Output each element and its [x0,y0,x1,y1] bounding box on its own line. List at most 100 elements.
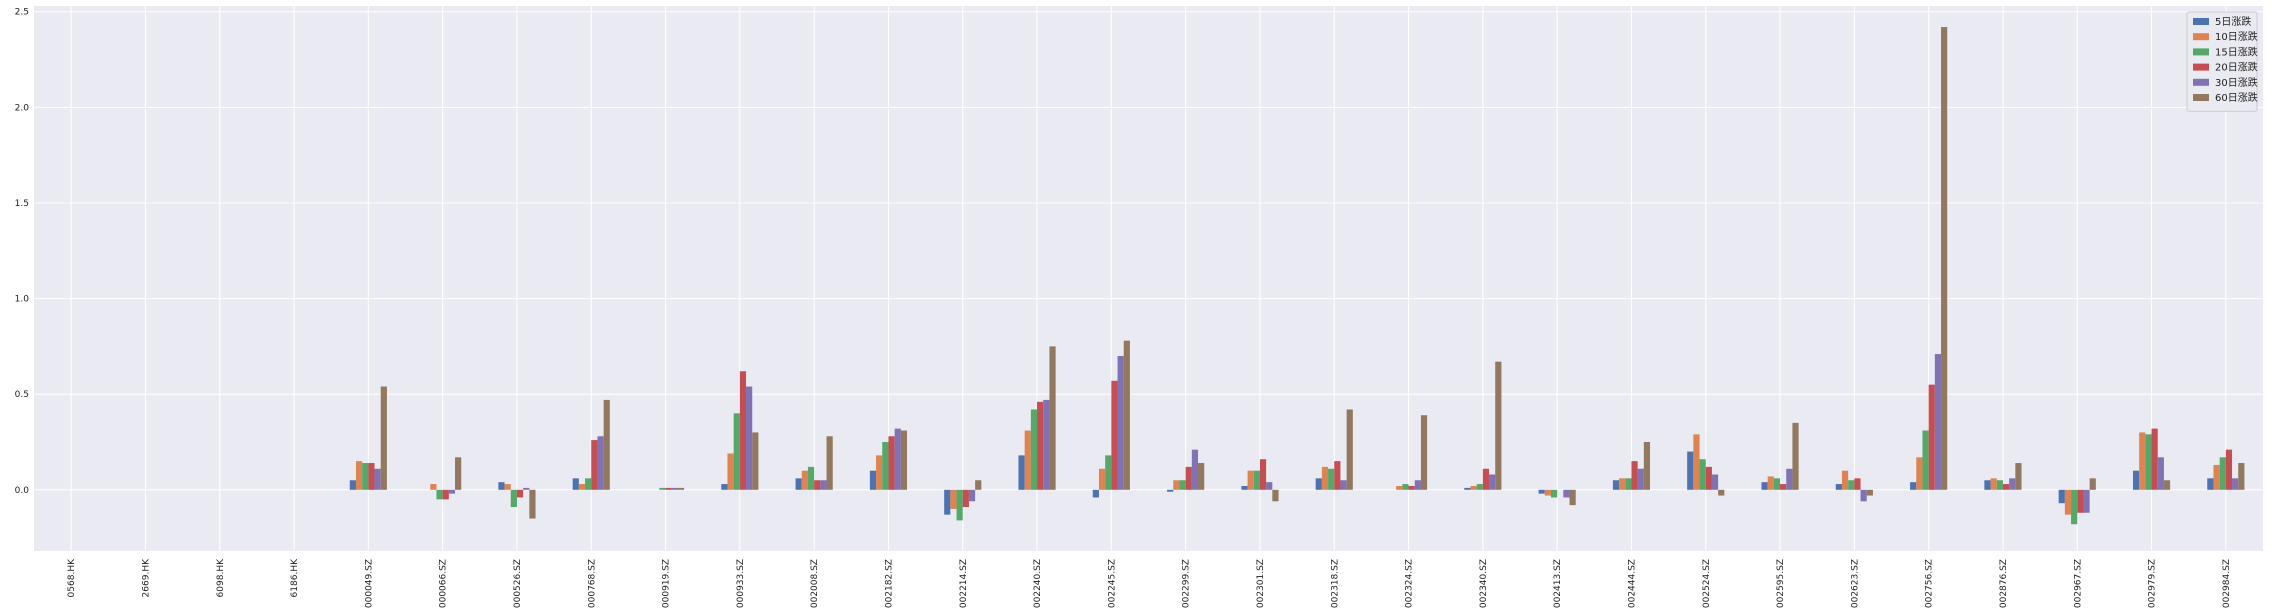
bar [1841,470,1849,490]
bar [1167,489,1174,492]
x-tick-label: 002245.SZ [1107,559,1117,608]
bar [516,489,524,498]
bar [869,470,877,490]
y-axis: 0.0 0.5 1.0 1.5 2.0 2.5 [15,8,30,496]
bar [1761,482,1768,490]
bar [1854,478,1861,490]
bar [362,463,369,490]
x-tick-label: 002444.SZ [1627,559,1637,608]
bar [1637,468,1644,490]
y-tick-label: 2.5 [15,8,29,18]
bar [1179,480,1186,490]
x-tick-label: 002623.SZ [1850,559,1860,608]
bar [1111,380,1118,490]
y-tick-label: 1.5 [15,199,29,209]
bar [1043,399,1050,490]
x-tick-label: 000526.SZ [513,559,523,608]
x-tick-label: 002340.SZ [1479,559,1489,608]
bar [1910,482,1917,490]
bar [368,463,375,490]
bar [1024,430,1031,490]
bar [1780,484,1787,490]
bar [436,489,443,500]
bar [1550,489,1558,498]
bar [882,442,889,490]
bar [1420,415,1428,490]
y-tick-label: 0.5 [15,390,29,400]
x-tick-label: 002324.SZ [1405,559,1415,608]
bar [603,399,610,490]
bar [2238,463,2245,490]
bar [1643,442,1651,490]
bar [1117,355,1124,490]
bar [956,489,963,521]
bar [671,487,678,490]
x-tick-label: 002301.SZ [1256,559,1266,608]
bar [1563,489,1570,498]
bar [975,480,982,490]
bar [752,432,759,490]
bar [900,430,908,490]
bar [1693,434,1700,490]
bar [597,436,604,490]
bar [665,487,672,490]
x-tick-label: 002182.SZ [884,559,894,608]
bar [1173,480,1180,490]
bar [455,457,462,490]
bar [2139,432,2146,490]
x-tick-label: 002967.SZ [2073,559,2083,608]
bar [1334,461,1341,490]
x-tick-label: 002524.SZ [1702,559,1712,608]
x-tick-label: 002214.SZ [959,559,969,608]
bar [1340,480,1347,490]
bar [659,487,666,490]
bar [962,489,969,508]
bar [1049,346,1056,490]
bar [1092,489,1099,498]
bar [510,489,517,508]
bar [1272,489,1279,502]
bar [1105,455,1112,490]
bar [950,489,957,509]
bar [1414,480,1421,490]
x-tick-label: 6186.HK [290,558,300,598]
bar [2071,489,2078,525]
bar [2145,434,2152,490]
bar [826,436,833,490]
x-tick-label: 002756.SZ [1925,559,1935,608]
bar [1767,476,1774,490]
x-tick-label: 000049.SZ [364,559,374,608]
bar [529,489,536,519]
bar [1631,461,1638,490]
bar [1835,484,1842,490]
legend-label: 60日涨跌 [2215,91,2258,104]
bar [1482,468,1490,490]
legend-label: 5日涨跌 [2215,15,2251,28]
bar [1928,384,1935,490]
bar [1198,463,1205,490]
bar [498,482,505,490]
bar [2064,489,2072,515]
x-tick-label: 002413.SZ [1553,559,1563,608]
x-tick-label: 002595.SZ [1776,559,1786,608]
bar [1773,478,1781,490]
y-tick-label: 0.0 [15,486,30,496]
x-tick-label: 002984.SZ [2222,559,2232,608]
bar [1934,354,1942,490]
bar [2077,489,2084,513]
x-tick-label: 002979.SZ [2148,559,2158,608]
bar [801,470,808,490]
bar [585,478,592,490]
bar [1018,455,1025,490]
x-tick-label: 002008.SZ [810,559,820,608]
bar [968,489,976,502]
bar [1396,485,1403,490]
x-tick-label: 6098.HK [216,558,226,598]
x-axis: 0568.HK 2669.HK 6098.HK 6186.HK 000049.SZ 000… [67,558,2232,608]
bar [2151,428,2158,490]
y-tick-label: 2.0 [15,103,30,113]
legend-swatch [2193,63,2209,71]
bar [944,489,951,515]
bar [2219,457,2226,490]
bar [1321,466,1329,490]
